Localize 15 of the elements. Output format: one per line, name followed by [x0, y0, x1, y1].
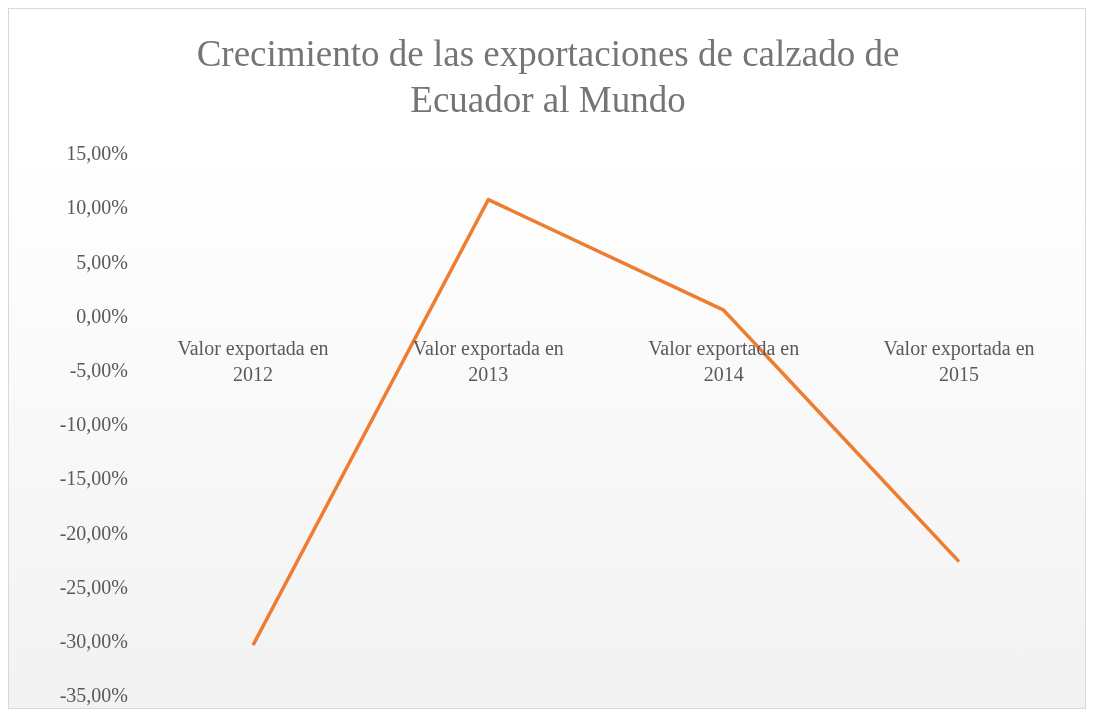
y-tick-label: 5,00% — [76, 250, 128, 273]
y-tick-label: -25,00% — [59, 575, 128, 598]
y-tick-label: 0,00% — [76, 304, 128, 327]
x-tick-label: Valor exportada en 2015 — [883, 336, 1035, 385]
y-tick-label: -20,00% — [59, 521, 128, 544]
y-tick-label: -10,00% — [59, 413, 128, 436]
x-tick-label: Valor exportada en 2013 — [412, 336, 564, 385]
y-tick-label: -5,00% — [69, 358, 128, 381]
y-tick-label: -35,00% — [59, 684, 128, 707]
chart-title: Crecimiento de las exportaciones de calzado de Ecuador al Mundo — [195, 32, 901, 122]
y-tick-label: 10,00% — [66, 196, 128, 219]
y-tick-label: -15,00% — [59, 467, 128, 490]
y-tick-label: 15,00% — [66, 142, 128, 165]
y-tick-label: -30,00% — [59, 629, 128, 652]
x-tick-label: Valor exportada en 2012 — [177, 336, 329, 385]
